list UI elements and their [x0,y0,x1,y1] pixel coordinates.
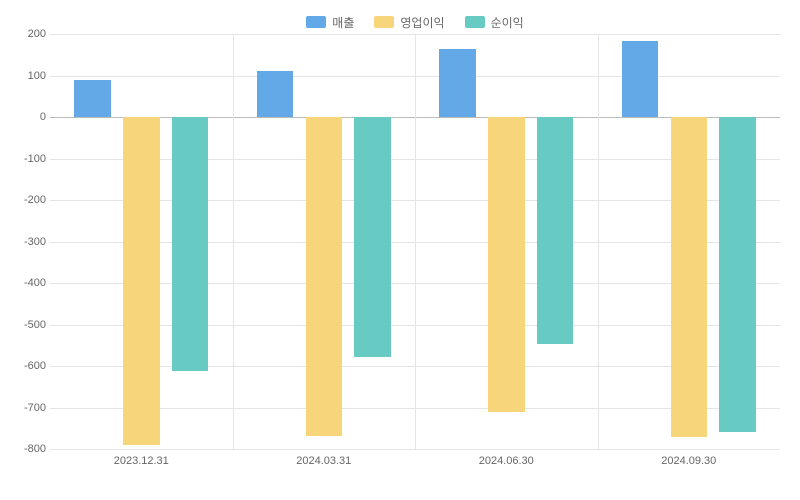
legend-swatch [374,16,394,28]
y-tick-label: -500 [2,319,46,331]
chart-container: 매출영업이익순이익 2001000-100-200-300-400-500-60… [0,0,800,500]
group-divider [233,34,234,449]
y-tick-label: -200 [2,194,46,206]
legend-item-2[interactable]: 순이익 [465,14,524,31]
bar[interactable] [74,80,111,117]
legend-label: 영업이익 [400,14,444,31]
x-tick-label: 2024.06.30 [479,455,534,467]
bar[interactable] [172,117,209,371]
y-tick-label: 0 [2,111,46,123]
y-tick-label: 200 [2,28,46,40]
y-tick-label: -300 [2,236,46,248]
bar[interactable] [354,117,391,357]
bar[interactable] [257,71,294,117]
group-divider [415,34,416,449]
x-axis: 2023.12.31 2024.03.31 2024.06.30 2024.09.30 [50,455,780,475]
bar[interactable] [719,117,756,432]
bar[interactable] [671,117,708,437]
y-tick-label: -600 [2,360,46,372]
legend-item-1[interactable]: 영업이익 [374,14,444,31]
legend-swatch [306,16,326,28]
bar[interactable] [123,117,160,445]
bar[interactable] [622,41,659,117]
legend: 매출 영업이익 순이익 [50,10,780,34]
legend-label: 순이익 [491,14,524,31]
y-tick-label: -100 [2,153,46,165]
y-tick-label: -800 [2,443,46,455]
plot-area: 2001000-100-200-300-400-500-600-700-800 … [50,34,780,449]
legend-swatch [465,16,485,28]
bars-layer [50,34,780,449]
bar[interactable] [488,117,525,412]
legend-item-0[interactable]: 매출 [306,14,354,31]
grid-line [50,449,780,450]
y-tick-label: -700 [2,402,46,414]
legend-label: 매출 [332,14,354,31]
x-tick-label: 2023.12.31 [114,455,169,467]
group-divider [598,34,599,449]
y-axis: 2001000-100-200-300-400-500-600-700-800 [2,34,46,449]
bar[interactable] [439,49,476,117]
y-tick-label: -400 [2,277,46,289]
x-tick-label: 2024.09.30 [661,455,716,467]
bar[interactable] [306,117,343,436]
x-tick-label: 2024.03.31 [296,455,351,467]
y-tick-label: 100 [2,70,46,82]
bar[interactable] [537,117,574,344]
